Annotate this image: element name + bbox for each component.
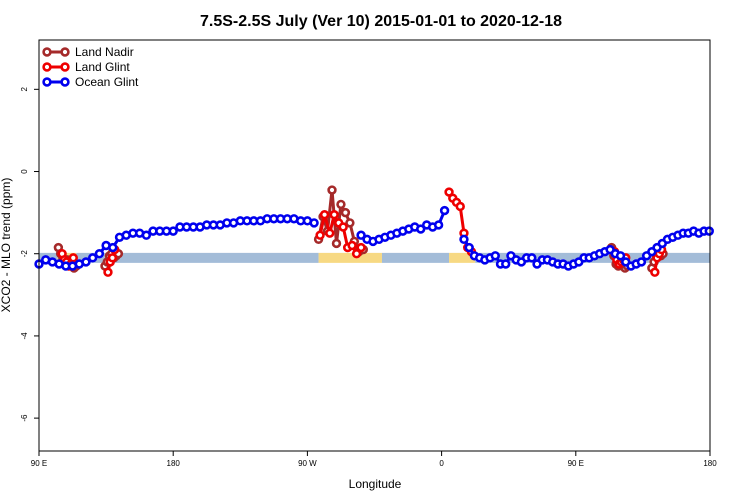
plot-frame [38, 39, 711, 452]
data-point-ocean-glint [464, 242, 474, 253]
x-axis: 90 E 180 90 W 0 90 E 180 [31, 451, 717, 468]
legend-marker [60, 47, 70, 57]
x-tick-label: 180 [703, 459, 717, 468]
y-tick-label: -6 [20, 414, 29, 422]
data-point-ocean-glint [527, 253, 537, 263]
legend-item-land-nadir: Land Nadir [42, 45, 134, 59]
data-point-ocean-glint [141, 230, 152, 240]
legend-marker [60, 77, 70, 87]
data-point-ocean-glint [636, 257, 647, 267]
data-point-ocean-glint [615, 251, 626, 261]
series-ocean-glint [34, 205, 714, 271]
legend-item-ocean-glint: Ocean Glint [42, 75, 139, 89]
y-tick-label: -4 [20, 332, 29, 340]
legend-item-land-glint: Land Glint [42, 60, 130, 74]
data-point-ocean-glint [704, 226, 714, 236]
x-tick-label: 0 [439, 459, 444, 468]
data-point-land-glint [107, 253, 118, 263]
y-axis: 2 0 -2 -4 -6 [20, 87, 39, 422]
legend-marker [42, 77, 52, 87]
x-tick-label: 90 E [568, 459, 584, 468]
legend-marker [60, 62, 70, 72]
data-point-land-glint [347, 240, 357, 251]
data-point-ocean-glint [433, 220, 444, 230]
data-point-land-glint [319, 209, 330, 220]
data-point-land-glint [103, 267, 113, 277]
legend-label: Land Glint [75, 60, 130, 74]
y-axis-label: XCO2 - MLO trend (ppm) [0, 178, 13, 313]
data-point-land-glint [338, 222, 348, 232]
data-point-ocean-glint [94, 249, 105, 259]
data-point-land-glint [356, 242, 366, 253]
data-point-ocean-glint [108, 242, 118, 253]
data-point-land-nadir [327, 185, 337, 195]
data-point-ocean-glint [490, 251, 500, 261]
data-point-land-nadir [331, 238, 342, 249]
data-point-ocean-glint [439, 205, 450, 216]
data-point-land-glint [329, 209, 339, 220]
x-tick-label: 180 [167, 459, 181, 468]
data-point-land-nadir [336, 199, 346, 210]
data-point-ocean-glint [416, 224, 426, 234]
x-axis-label: Longitude [349, 477, 402, 491]
data-point-ocean-glint [356, 230, 366, 240]
legend-label: Ocean Glint [75, 75, 139, 89]
data-point-ocean-glint [459, 234, 469, 245]
y-tick-label: -2 [20, 250, 29, 258]
y-tick-label: 0 [20, 169, 29, 174]
legend-label: Land Nadir [75, 45, 134, 59]
data-point-ocean-glint [309, 218, 319, 228]
x-tick-label: 90 E [31, 459, 47, 468]
data-point-land-glint [650, 267, 660, 277]
y-tick-label: 2 [20, 87, 29, 92]
data-point-ocean-glint [87, 253, 98, 263]
data-point-land-glint [455, 201, 465, 212]
series-layer [34, 185, 714, 277]
data-point-land-glint [325, 228, 335, 238]
data-point-ocean-glint [168, 226, 178, 236]
data-point-ocean-glint [501, 259, 511, 269]
x-tick-label: 90 W [298, 459, 317, 468]
data-point-land-glint [351, 249, 362, 259]
legend-marker [42, 62, 52, 72]
data-point-land-nadir [340, 207, 351, 218]
legend-marker [42, 47, 52, 57]
data-point-land-nadir [345, 218, 355, 228]
chart-title: 7.5S-2.5S July (Ver 10) 2015-01-01 to 20… [200, 13, 562, 30]
data-point-land-glint [315, 230, 325, 240]
data-point-land-glint [68, 253, 78, 263]
data-point-ocean-glint [81, 257, 91, 267]
